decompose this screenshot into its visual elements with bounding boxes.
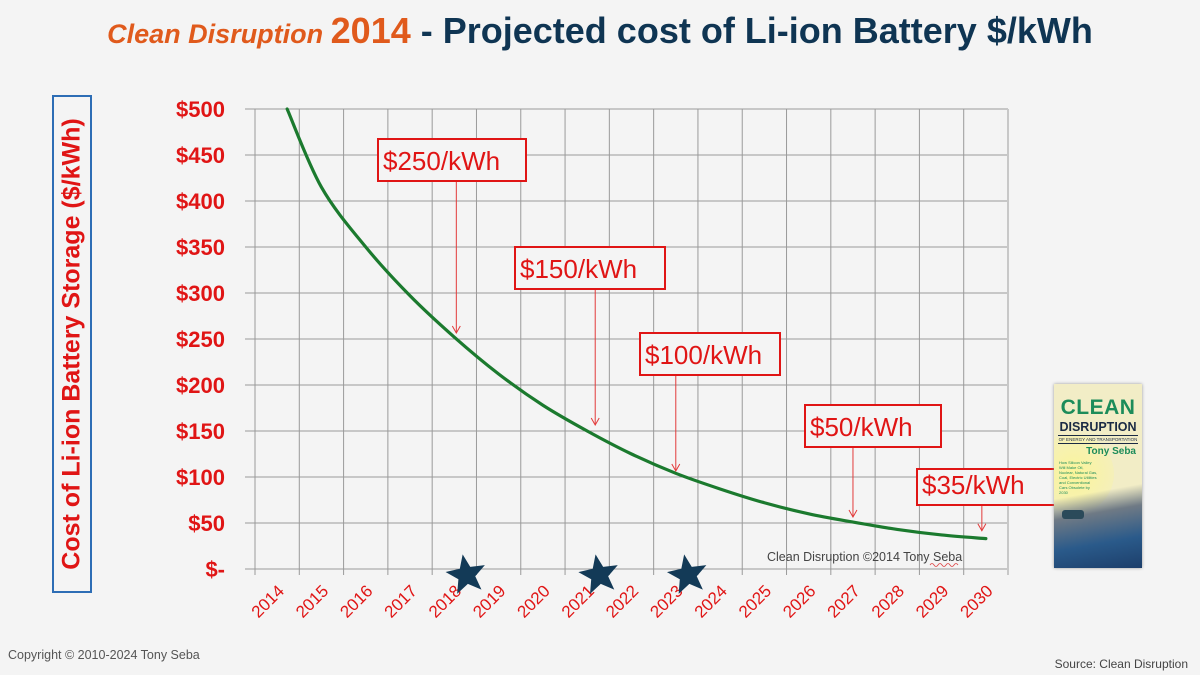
annotation-arrowhead bbox=[671, 463, 681, 473]
book-title-line2: DISRUPTION bbox=[1059, 420, 1137, 434]
cost-curve-line bbox=[285, 107, 988, 541]
annotation-box bbox=[804, 404, 942, 448]
book-wave-graphic bbox=[1054, 478, 1142, 568]
x-tick-label: 2027 bbox=[824, 581, 864, 621]
y-tick-label: $500 bbox=[176, 97, 225, 122]
x-tick-label: 2026 bbox=[779, 581, 819, 621]
x-tick-label: 2030 bbox=[956, 581, 996, 621]
annotation-arrowhead bbox=[977, 523, 987, 532]
source-text: Source: Clean Disruption bbox=[1054, 657, 1188, 671]
x-tick-label: 2020 bbox=[514, 581, 554, 621]
x-tick-label: 2025 bbox=[735, 581, 775, 621]
y-tick-label: $50 bbox=[188, 511, 225, 536]
annotation-arrowhead bbox=[590, 417, 600, 427]
annotation-label: $250/kWh bbox=[383, 146, 500, 176]
x-tick-label: 2024 bbox=[691, 581, 731, 621]
annotation-box bbox=[639, 332, 781, 376]
spellcheck-underline bbox=[929, 563, 959, 567]
annotation-label: $35/kWh bbox=[922, 470, 1025, 500]
y-tick-label: $450 bbox=[176, 143, 225, 168]
star-marker-2023 bbox=[666, 554, 707, 594]
book-subtitle: OF ENERGY AND TRANSPORTATION bbox=[1058, 435, 1138, 444]
star-marker-2021 bbox=[578, 554, 618, 594]
x-tick-label: 2017 bbox=[381, 581, 421, 621]
book-title-line1: CLEAN bbox=[1060, 396, 1136, 419]
annotation-label: $50/kWh bbox=[810, 412, 913, 442]
book-car-graphic bbox=[1062, 510, 1084, 519]
book-cover-image: CLEAN DISRUPTION OF ENERGY AND TRANSPORT… bbox=[1054, 384, 1142, 568]
annotation-arrowhead bbox=[848, 509, 858, 519]
book-blurb: How Silicon Valley Will Make Oil, Nuclea… bbox=[1059, 460, 1098, 495]
y-axis-label-box bbox=[52, 95, 92, 593]
y-tick-label: $300 bbox=[176, 281, 225, 306]
book-author: Tony Seba bbox=[1086, 446, 1136, 457]
x-tick-label: 2022 bbox=[602, 581, 642, 621]
x-tick-label: 2028 bbox=[868, 581, 908, 621]
annotation-box bbox=[514, 246, 666, 290]
y-tick-label: $150 bbox=[176, 419, 225, 444]
star-marker-2018 bbox=[445, 554, 485, 594]
x-tick-label: 2019 bbox=[469, 581, 509, 621]
title-main: - Projected cost of Li-ion Battery $/kWh bbox=[410, 10, 1093, 51]
y-tick-label: $- bbox=[205, 557, 225, 582]
chart-watermark: Clean Disruption ©2014 Tony Seba bbox=[767, 550, 962, 564]
y-tick-label: $350 bbox=[176, 235, 225, 260]
annotation-arrowhead bbox=[451, 325, 461, 335]
annotation-label: $100/kWh bbox=[645, 340, 762, 370]
y-tick-label: $400 bbox=[176, 189, 225, 214]
x-tick-label: 2014 bbox=[248, 581, 288, 621]
x-tick-label: 2015 bbox=[292, 581, 332, 621]
title-year: 2014 bbox=[330, 10, 411, 51]
y-tick-label: $250 bbox=[176, 327, 225, 352]
page-title: Clean Disruption 2014 - Projected cost o… bbox=[0, 10, 1200, 52]
annotation-box bbox=[377, 138, 527, 182]
y-tick-label: $100 bbox=[176, 465, 225, 490]
annotation-label: $150/kWh bbox=[520, 254, 637, 284]
title-brand: Clean Disruption bbox=[107, 19, 331, 49]
y-tick-label: $200 bbox=[176, 373, 225, 398]
x-tick-label: 2029 bbox=[912, 581, 952, 621]
copyright-text: Copyright © 2010-2024 Tony Seba bbox=[8, 648, 200, 662]
annotation-box bbox=[916, 468, 1056, 506]
x-tick-label: 2016 bbox=[336, 581, 376, 621]
